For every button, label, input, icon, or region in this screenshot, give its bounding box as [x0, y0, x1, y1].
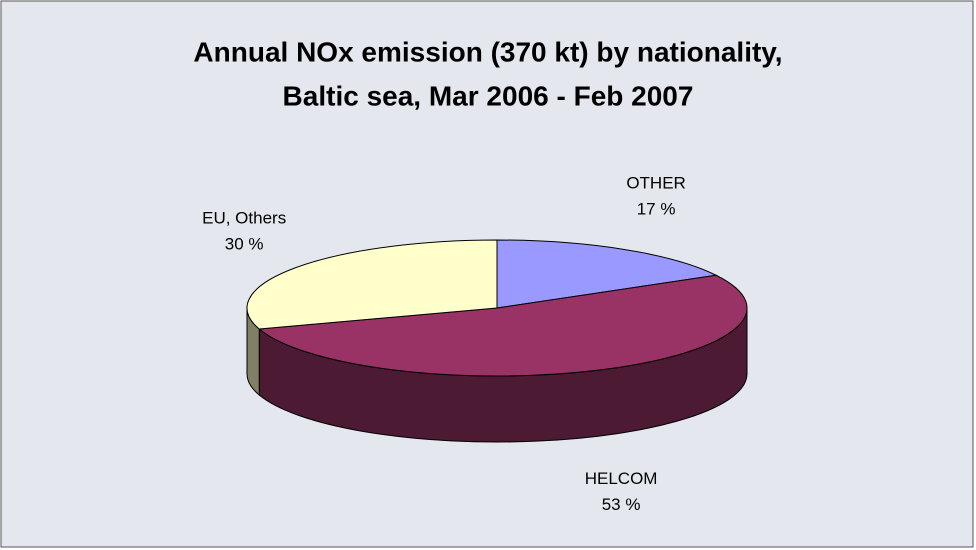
pie-slice: [496, 239, 718, 309]
chart-title: Baltic sea, Mar 2006 - Feb 2007: [283, 80, 694, 111]
chart-title: Annual NOx emission (370 kt) by national…: [193, 36, 782, 67]
pie-slice: [246, 239, 498, 330]
slice-value-label: 30 %: [225, 235, 264, 254]
slice-label: OTHER: [626, 173, 686, 192]
slice-label: EU, Others: [202, 209, 286, 228]
slice-value-label: 53 %: [602, 495, 641, 514]
slice-label: HELCOM: [585, 469, 658, 488]
pie-slice: [257, 274, 748, 377]
slice-value-label: 17 %: [637, 199, 676, 218]
